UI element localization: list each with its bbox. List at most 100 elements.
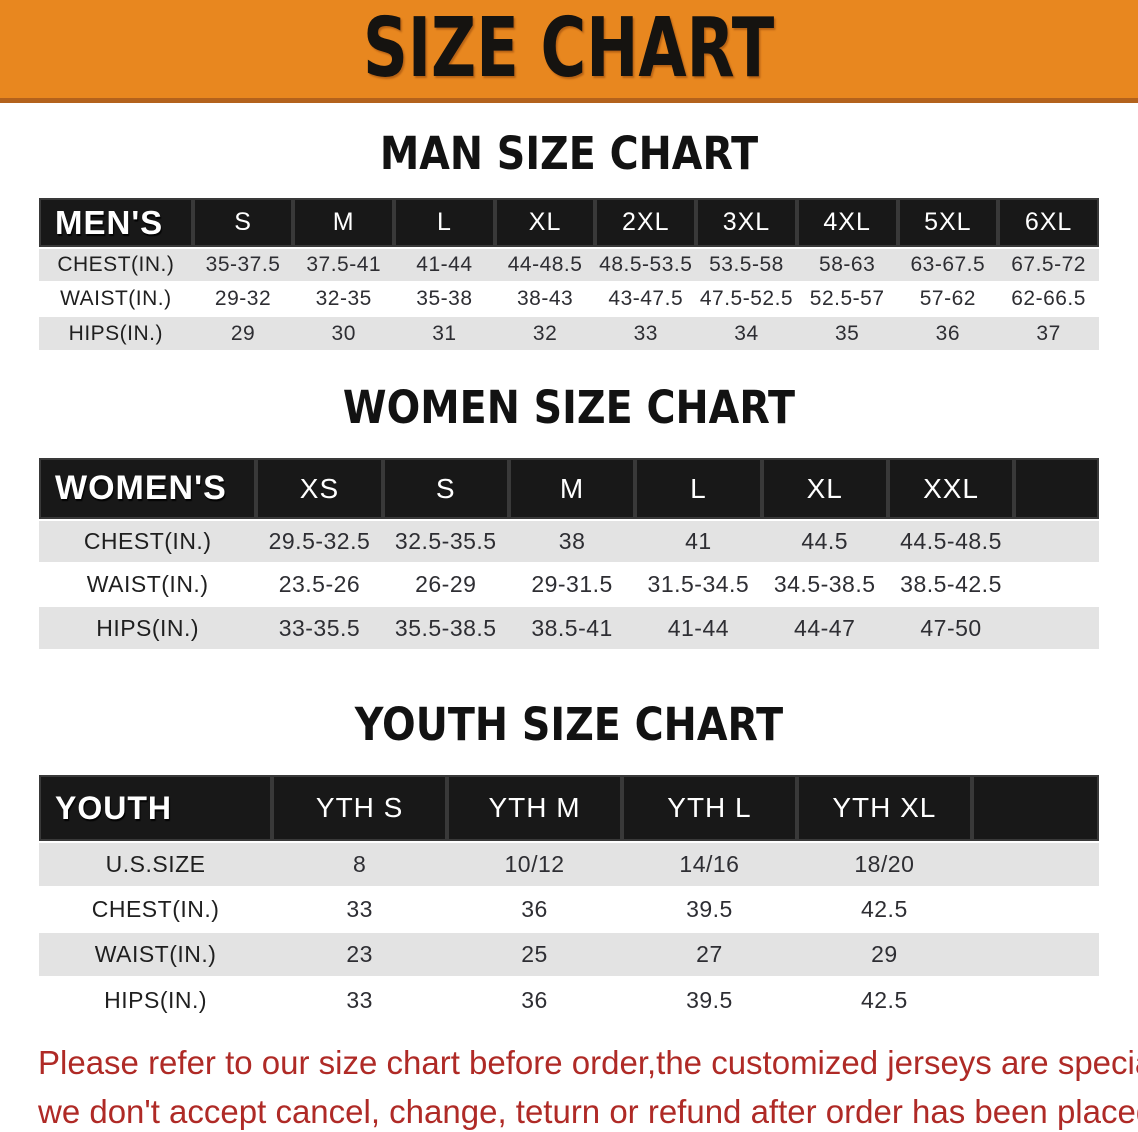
header-filler — [1014, 458, 1099, 520]
size-value-cell: 47-50 — [920, 614, 982, 641]
measure-row-label: HIPS(IN.) — [96, 614, 200, 641]
size-value-cell: 8 — [352, 851, 367, 877]
table-corner-label: MEN'S — [39, 198, 193, 248]
size-value-cell: 33 — [633, 321, 658, 345]
size-value-cell: 18/20 — [854, 851, 915, 877]
size-value-cell: 32.5-35.5 — [394, 528, 497, 554]
size-value-cell: 27 — [696, 941, 723, 967]
size-column-header: XXL — [887, 458, 1015, 520]
row-filler — [1014, 606, 1099, 649]
size-value-cell: 14/16 — [679, 851, 740, 877]
size-value-cell: 39.5 — [686, 896, 733, 922]
row-filler — [972, 842, 1099, 887]
women-size-table: WOMEN'S XS S M L XL XXL CHEST(IN.) 29.5-32.5 32.5… — [39, 458, 1099, 649]
size-value-cell: 29-31.5 — [531, 571, 613, 597]
size-value-cell: 33-35.5 — [278, 614, 361, 641]
table-corner-label: WOMEN'S — [39, 458, 257, 520]
size-value-cell: 35.5-38.5 — [394, 614, 497, 641]
measure-row-label: U.S.SIZE — [105, 851, 206, 877]
size-value-cell: 34 — [734, 321, 759, 345]
size-value-cell: 34.5-38.5 — [773, 571, 876, 597]
size-value-cell: 53.5-58 — [709, 253, 784, 276]
size-column-header: XL — [761, 458, 888, 520]
size-value-cell: 44-48.5 — [507, 253, 583, 276]
size-value-cell: 32-35 — [315, 287, 372, 310]
size-value-cell: 25 — [521, 941, 548, 967]
table-row: WAIST(IN.) 29-32 32-35 35-38 38-43 43-47.5 47.… — [39, 282, 1099, 316]
size-value-cell: 37 — [1036, 321, 1061, 345]
size-column-header: M — [508, 458, 636, 520]
size-value-cell: 29-32 — [214, 287, 272, 310]
size-value-cell: 31.5-34.5 — [647, 571, 750, 597]
size-value-cell: 38.5-42.5 — [900, 571, 1002, 597]
size-column-header: S — [192, 198, 294, 248]
row-filler — [972, 887, 1099, 932]
size-value-cell: 33 — [346, 986, 373, 1013]
size-column-header: L — [394, 198, 495, 248]
size-value-cell: 44.5 — [801, 528, 849, 554]
men-section-heading: MAN SIZE CHART — [379, 127, 759, 180]
row-filler — [972, 932, 1099, 977]
size-value-cell: 36 — [935, 321, 961, 345]
size-column-header: 3XL — [696, 198, 797, 248]
size-column-header: YTH S — [272, 775, 448, 842]
table-row: HIPS(IN.) 33-35.5 35.5-38.5 38.5-41 41-44 44-… — [39, 606, 1099, 649]
notice-line-2: we don't accept cancel, change, teturn o… — [38, 1093, 1138, 1130]
table-row: U.S.SIZE 8 10/12 14/16 18/20 — [39, 842, 1099, 887]
size-column-header: S — [382, 458, 509, 520]
size-value-cell: 36 — [521, 986, 548, 1013]
size-column-header: 6XL — [998, 198, 1099, 248]
youth-size-section: YOUTH SIZE CHART YOUTH YTH S YTH M YTH L YTH… — [0, 698, 1138, 1022]
size-value-cell: 31 — [432, 321, 457, 345]
size-column-header: M — [293, 198, 395, 248]
size-value-cell: 33 — [346, 896, 373, 922]
row-filler — [972, 977, 1099, 1022]
size-column-header: L — [635, 458, 762, 520]
size-value-cell: 47.5-52.5 — [699, 287, 794, 310]
size-value-cell: 23 — [346, 941, 373, 967]
size-value-cell: 52.5-57 — [809, 287, 885, 310]
table-header-row: YOUTH YTH S YTH M YTH L YTH XL — [39, 775, 1099, 842]
size-value-cell: 10/12 — [504, 851, 565, 877]
measure-row-label: CHEST(IN.) — [57, 253, 175, 276]
notice-line-1: Please refer to our size chart before or… — [38, 1044, 1138, 1081]
table-corner-label: YOUTH — [39, 775, 273, 842]
size-value-cell: 29 — [871, 941, 898, 967]
size-value-cell: 62-66.5 — [1011, 287, 1086, 310]
table-header-row: WOMEN'S XS S M L XL XXL — [39, 458, 1099, 520]
size-value-cell: 35 — [834, 321, 860, 345]
measure-row-label: CHEST(IN.) — [83, 528, 212, 554]
row-filler — [1014, 563, 1099, 606]
men-size-section: MAN SIZE CHART MEN'S S M L XL 2XL 3XL 4XL 5XL 6XL… — [0, 127, 1138, 350]
row-filler — [1014, 520, 1099, 563]
size-value-cell: 30 — [331, 321, 356, 345]
size-value-cell: 32 — [532, 321, 558, 345]
youth-size-table: YOUTH YTH S YTH M YTH L YTH XL U.S.SIZE 8 10/12… — [39, 775, 1099, 1022]
size-value-cell: 41 — [685, 528, 712, 554]
size-value-cell: 29 — [230, 321, 256, 345]
measure-row-label: HIPS(IN.) — [104, 986, 208, 1013]
size-value-cell: 41-44 — [667, 614, 730, 641]
size-value-cell: 63-67.5 — [910, 253, 986, 276]
size-column-header: YTH XL — [796, 775, 972, 842]
table-row: HIPS(IN.) 29 30 31 32 33 34 35 36 37 — [39, 316, 1099, 350]
size-value-cell: 38 — [558, 528, 586, 554]
order-notice: Please refer to our size chart before or… — [0, 1038, 1138, 1132]
header-filler — [971, 775, 1099, 842]
table-row: HIPS(IN.) 33 36 39.5 42.5 — [39, 977, 1099, 1022]
measure-row-label: HIPS(IN.) — [68, 321, 164, 345]
youth-section-heading: YOUTH SIZE CHART — [354, 698, 784, 751]
table-header-row: MEN'S S M L XL 2XL 3XL 4XL 5XL 6XL — [39, 198, 1099, 248]
size-value-cell: 38.5-41 — [531, 614, 613, 641]
size-value-cell: 39.5 — [686, 986, 733, 1013]
table-row: CHEST(IN.) 33 36 39.5 42.5 — [39, 887, 1099, 932]
size-value-cell: 48.5-53.5 — [599, 253, 693, 276]
table-row: CHEST(IN.) 35-37.5 37.5-41 41-44 44-48.5 48.5… — [39, 248, 1099, 282]
size-column-header: 5XL — [897, 198, 999, 248]
size-value-cell: 57-62 — [919, 287, 976, 310]
men-size-table: MEN'S S M L XL 2XL 3XL 4XL 5XL 6XL CHEST(IN.) 35-37… — [39, 198, 1099, 350]
size-value-cell: 35-37.5 — [205, 253, 281, 276]
table-row: CHEST(IN.) 29.5-32.5 32.5-35.5 38 41 44.5 44.5… — [39, 520, 1099, 563]
size-value-cell: 58-63 — [819, 253, 876, 276]
measure-row-label: WAIST(IN.) — [94, 941, 217, 967]
